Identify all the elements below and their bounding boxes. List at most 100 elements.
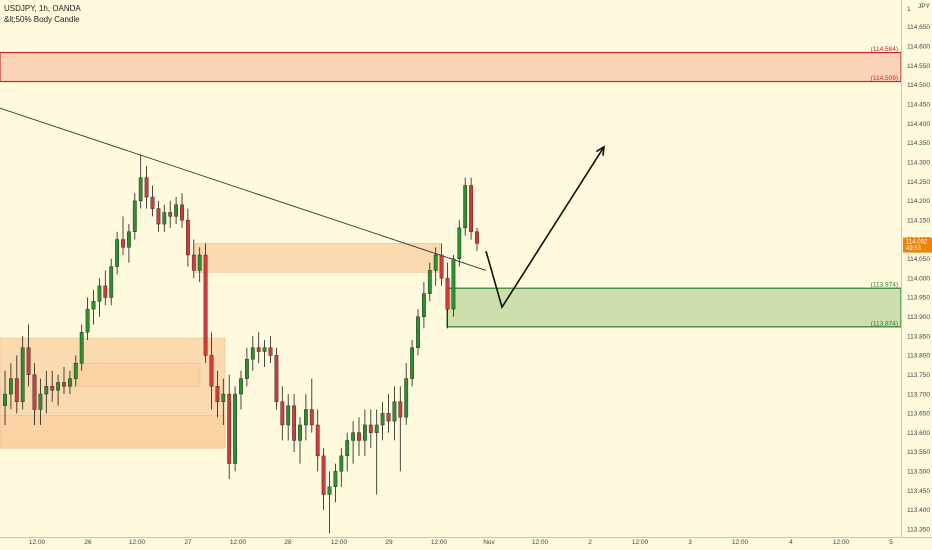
time-tick-label: 29 (385, 539, 393, 546)
time-tick-label: 4 (789, 539, 793, 546)
bear-candle (14, 378, 19, 402)
chart-legend[interactable]: USDJPY, 1h, OANDA &lt;50% Body Candle (4, 3, 81, 25)
bear-candle (268, 347, 273, 356)
trendline-layer (0, 107, 487, 271)
price-tick-label: 113.450 (907, 488, 930, 495)
time-axis[interactable]: 12:00 26 12:00 27 12:00 28 12:00 29 12:00 Nov 12:0… (0, 537, 932, 550)
bull-candle (233, 393, 237, 464)
bull-candle (422, 293, 426, 317)
level-labels-layer: (114.584) (114.509) (113.974) (113.874) (871, 46, 898, 327)
bear-candle (386, 413, 391, 422)
bull-candle (345, 440, 350, 457)
time-tick-label: 27 (184, 539, 192, 546)
price-axis[interactable]: 114.650 114.600 114.550 114.500 114.450 114.4… (901, 0, 932, 550)
bear-candle (439, 254, 444, 279)
bull-candle (463, 185, 468, 229)
supply-zone (0, 51, 902, 83)
price-tick-label: 114.600 (907, 44, 930, 51)
bear-candle (62, 382, 66, 387)
bear-candle (185, 220, 190, 256)
bear-candle (475, 231, 479, 244)
bear-candle (292, 405, 296, 441)
price-tick-label: 114.250 (907, 179, 930, 186)
time-tick-label: 12:00 (632, 539, 649, 546)
bull-candle (91, 301, 96, 310)
level-price-label: (113.974) (871, 282, 898, 289)
bull-candle (109, 266, 114, 298)
price-tick-label: 113.650 (907, 411, 930, 418)
order-block-zone (71, 362, 201, 387)
price-tick-label: 114.650 (907, 24, 930, 31)
bull-candle (138, 177, 143, 202)
bear-candle (215, 386, 220, 402)
bear-candle (445, 277, 450, 310)
price-tick-label: 113.800 (907, 353, 930, 360)
bear-candle (32, 374, 37, 410)
demand-zone (446, 287, 902, 328)
bear-candle (203, 254, 208, 356)
time-tick-label: 12:00 (833, 539, 850, 546)
bull-candle (38, 393, 43, 410)
bull-candle (73, 362, 78, 379)
bull-candle (404, 378, 409, 418)
symbol-title[interactable]: USDJPY, 1h, OANDA (4, 4, 81, 13)
bull-candle (20, 347, 25, 402)
bear-candle (121, 239, 125, 248)
bear-candle (256, 347, 261, 352)
bull-candle (8, 378, 13, 395)
time-tick-label: 2 (588, 539, 592, 546)
bull-candle (374, 424, 379, 433)
bear-candle (227, 393, 232, 464)
trendline (0, 107, 487, 271)
last-price-text: 114.092 (906, 240, 928, 246)
bull-candle (239, 378, 243, 395)
bull-candle (327, 486, 332, 495)
bull-candle (333, 471, 338, 487)
bull-candle (298, 424, 302, 441)
bull-candle (132, 200, 137, 232)
bull-candle (339, 455, 344, 472)
price-tick-label: 114.450 (907, 102, 930, 109)
bull-candle (162, 212, 167, 225)
bull-candle (250, 347, 255, 360)
price-tick-label: 114.050 (907, 256, 930, 263)
indicator-label[interactable]: &lt;50% Body Candle (4, 15, 80, 24)
price-tick-label: 114.300 (907, 159, 930, 166)
time-tick-label: 12:00 (230, 539, 247, 546)
bear-candle (469, 185, 473, 232)
price-tick-label: 114.200 (907, 198, 930, 205)
bull-candle (221, 393, 226, 402)
bull-candle (67, 378, 72, 387)
bull-candle (416, 316, 420, 348)
price-axis-background (901, 0, 932, 550)
bull-candle (3, 393, 7, 406)
bull-candle (451, 258, 456, 310)
time-tick-label: 12:00 (129, 539, 146, 546)
last-price-tag (903, 237, 932, 253)
bear-candle (180, 204, 184, 221)
bull-candle (244, 359, 249, 379)
bear-candle (103, 285, 108, 298)
bear-candle (321, 455, 326, 495)
bull-candle (174, 204, 178, 217)
bull-candle (410, 347, 414, 379)
bear-candle (50, 386, 55, 391)
bear-candle (368, 424, 373, 433)
bear-candle (150, 196, 155, 209)
price-tick-label: 113.700 (907, 391, 930, 398)
bull-candle (380, 413, 385, 426)
price-tick-label: 114.500 (907, 82, 930, 89)
time-tick-label: 12:00 (29, 539, 46, 546)
bear-candle (191, 254, 196, 271)
order-block-zone (0, 415, 226, 449)
bull-candle (304, 409, 308, 426)
bear-candle (357, 432, 361, 441)
time-tick-label: Nov (483, 539, 495, 546)
time-tick-label: 12:00 (532, 539, 549, 546)
countdown-text: 49:53 (906, 246, 922, 252)
bull-candle (427, 270, 432, 294)
order-block-zone (194, 243, 441, 273)
price-tick-label: 113.400 (907, 507, 930, 514)
bull-candle (363, 424, 367, 441)
